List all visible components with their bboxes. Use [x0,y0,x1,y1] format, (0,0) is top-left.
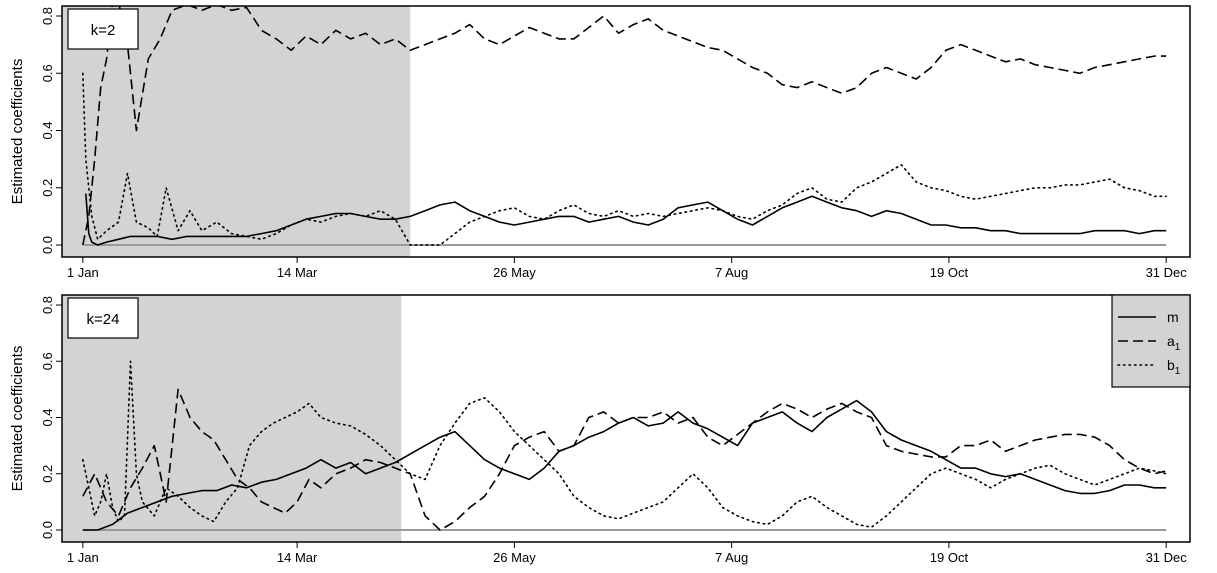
panel-2-ytick-label: 0.4 [40,408,55,426]
panel-1-xtick-label: 31 Dec [1146,265,1188,280]
panel-2-label-box [67,297,139,339]
panel-1-ytick-label: 0.4 [40,121,55,139]
panel-2-xtick-label: 14 Mar [277,550,318,565]
panel-2-xtick-label: 19 Oct [930,550,969,565]
panel-2-ylabel: Estimated coefficients [9,346,26,492]
panel-2-xtick-label: 1 Jan [67,550,99,565]
panel-2-legend-label-m: m [1167,309,1179,325]
panel-1-ytick-label: 0.0 [40,236,55,254]
panel-2-series-b1 [82,360,1167,528]
panel-2-ytick-label: 0.2 [40,465,55,483]
panel-2: 0.0 0.2 0.4 0.6 0.8 1 Jan 14 Mar 26 May 7 Aug 19 … [9,294,1191,565]
panel-1-ylabel: Estimated coefficients [9,59,26,205]
panel-2-xtick-label: 26 May [493,550,536,565]
panel-1-ytick-label: 0.8 [40,7,55,25]
panel-2-legend-subscript: 1 [1175,366,1181,377]
panel-1-xtick-label: 19 Oct [930,265,969,280]
panel-1-series-a1 [82,6,1167,246]
panel-2-xtick-label: 31 Dec [1146,550,1188,565]
panel-2-legend-subscript: 1 [1175,342,1181,353]
panel-1-ytick-label: 0.2 [40,179,55,197]
panel-2-ytick-label: 0.6 [40,352,55,370]
panel-2-xtick-label: 7 Aug [715,550,748,565]
panel-1-ytick-label: 0.6 [40,64,55,82]
panel-1-xtick-label: 26 May [493,265,536,280]
panel-1-label-box [67,8,139,50]
panel-2-series-a1 [82,388,1167,531]
panel-2-ytick-label: 0.0 [40,521,55,539]
panel-1-frame [61,5,1191,258]
panel-1-xtick-label: 7 Aug [715,265,748,280]
panel-1-xtick-label: 14 Mar [277,265,318,280]
panel-1-xtick-label: 1 Jan [67,265,99,280]
panel-2-ytick-label: 0.8 [40,296,55,314]
panel-1: 0.0 0.2 0.4 0.6 0.8 1 Jan 14 Mar 26 May 7 Aug 19 … [9,5,1191,280]
panel-1-series-m [85,193,1167,246]
panel-1-label: k=2 [91,22,116,39]
panel-2-label: k=24 [87,311,120,328]
panel-2-frame [61,294,1191,543]
panel-1-series-b1 [82,72,1167,246]
